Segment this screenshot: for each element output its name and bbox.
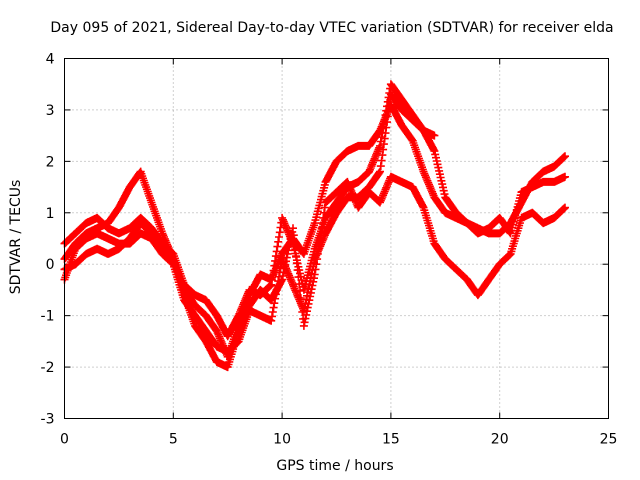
data-points — [60, 80, 569, 372]
y-tick-label: 2 — [46, 154, 55, 170]
x-tick-label: 25 — [600, 432, 618, 448]
plus-markers — [60, 80, 569, 341]
x-axis-label: GPS time / hours — [276, 458, 393, 474]
plot-frame — [64, 58, 609, 419]
x-tick-label: 0 — [60, 432, 69, 448]
y-tick-label: -1 — [41, 309, 55, 325]
x-tick-label: 5 — [169, 432, 178, 448]
chart-title: Day 095 of 2021, Sidereal Day-to-day VTE… — [50, 20, 613, 36]
x-tick-label: 10 — [273, 432, 291, 448]
plus-markers — [60, 172, 569, 372]
y-tick-label: 4 — [46, 52, 55, 68]
x-tick-label: 20 — [491, 432, 509, 448]
y-tick-label: -3 — [41, 412, 55, 428]
y-tick-label: -2 — [41, 360, 55, 376]
series-satellite-track-c — [60, 172, 569, 372]
y-tick-label: 3 — [46, 103, 55, 119]
y-tick-label: 0 — [46, 257, 55, 273]
x-tick-label: 15 — [382, 432, 400, 448]
y-tick-label: 1 — [46, 206, 55, 222]
series-satellite-track-b — [60, 80, 569, 341]
axis-ticks: 0 5 10 15 20 25 -3 -2 -1 0 1 2 3 4 — [41, 52, 618, 448]
y-axis-label: SDTVAR / TECUs — [8, 180, 24, 295]
